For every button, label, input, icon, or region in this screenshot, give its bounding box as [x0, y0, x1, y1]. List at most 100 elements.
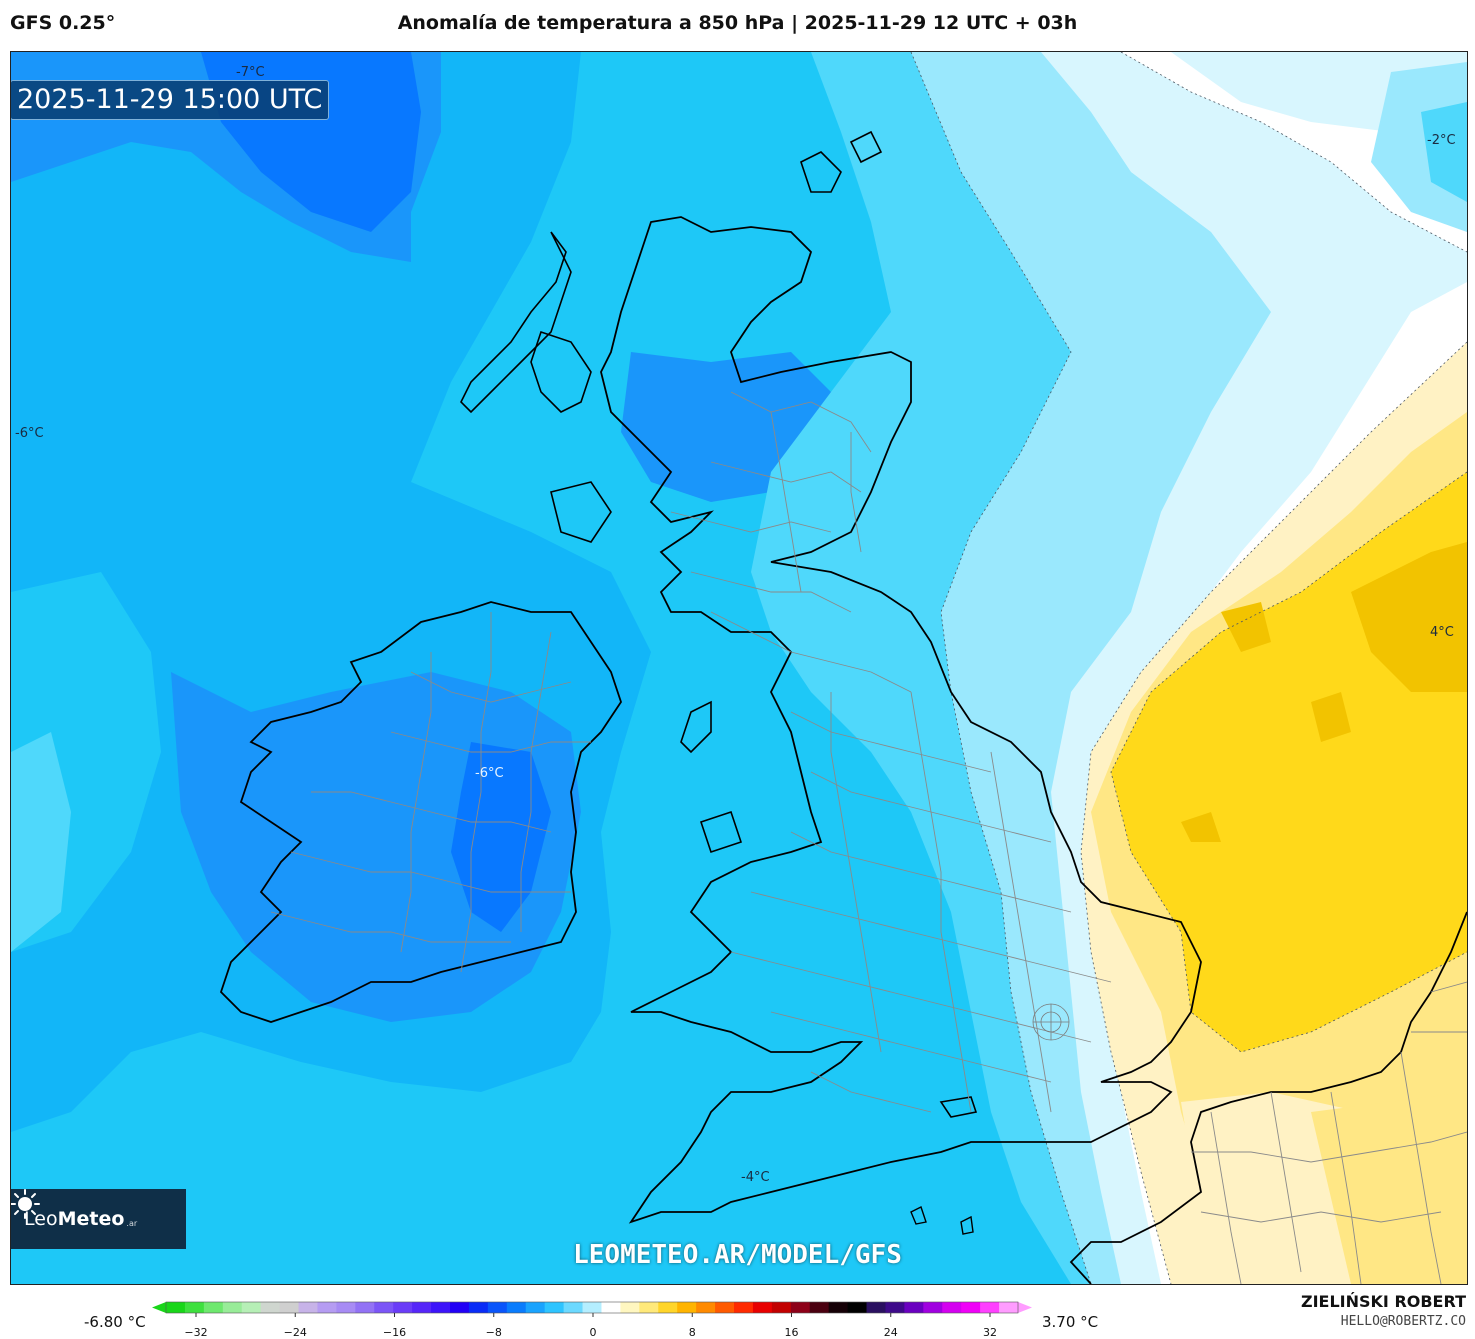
- color-scale-step: [298, 1302, 318, 1313]
- color-scale-step: [260, 1302, 281, 1313]
- color-scale-step: [809, 1302, 830, 1313]
- scale-tick-label: 24: [883, 1326, 898, 1339]
- scale-tick-label: −8: [485, 1326, 502, 1339]
- coastline-great-britain: [600, 216, 1202, 1224]
- color-scale-step: [980, 1302, 1000, 1313]
- color-scale-step: [412, 1302, 432, 1313]
- color-scale-step: [393, 1302, 413, 1313]
- color-scale-step: [374, 1302, 394, 1313]
- author-name: ZIELIŃSKI ROBERT: [1300, 1292, 1466, 1311]
- color-scale: [152, 1301, 1032, 1317]
- color-scale-step: [923, 1302, 943, 1313]
- author-credit: ZIELIŃSKI ROBERT HELLO@ROBERTZ.CO: [1301, 1292, 1466, 1329]
- color-scale-step: [184, 1302, 205, 1313]
- color-scale-step: [658, 1302, 678, 1313]
- field-minus2-north: [1371, 62, 1467, 232]
- color-scale-step: [355, 1302, 375, 1313]
- sun-icon: [11, 1189, 40, 1219]
- coastline-continent: [1069, 911, 1467, 1284]
- color-scale-step: [525, 1302, 546, 1313]
- color-scale-frame: [165, 1301, 1019, 1314]
- scale-tick-label: 32: [983, 1326, 997, 1339]
- color-scale-step: [166, 1302, 186, 1313]
- color-scale-step: [431, 1302, 451, 1313]
- color-scale-step: [620, 1302, 640, 1313]
- coastline-orkney: [800, 130, 883, 193]
- scale-tick-label: −24: [283, 1326, 307, 1339]
- model-url-watermark: LEOMETEO.AR/MODEL/GFS: [573, 1240, 902, 1270]
- color-scale-step: [601, 1302, 621, 1313]
- color-scale-step: [279, 1302, 300, 1313]
- contour-label: -6°C: [15, 426, 44, 441]
- brand-tld: .ar: [126, 1218, 138, 1228]
- coastline-outer-hebrides: [460, 231, 572, 414]
- color-scale-step: [506, 1302, 527, 1313]
- field-plus2-south: [1311, 1092, 1467, 1284]
- color-scale-step: [866, 1302, 886, 1313]
- color-scale-step: [715, 1302, 735, 1313]
- contour-label: -2°C: [1427, 133, 1456, 148]
- color-scale-step: [942, 1302, 962, 1313]
- color-scale-step: [222, 1302, 243, 1313]
- color-scale-step: [696, 1302, 716, 1313]
- coastline-skye: [530, 330, 592, 413]
- field-plus4-b: [1221, 602, 1271, 652]
- color-scale-step: [468, 1302, 489, 1313]
- coastline-mull: [550, 481, 612, 543]
- valid-time-badge: 2025-11-29 15:00 UTC: [11, 80, 330, 120]
- scale-tick-label: 0: [589, 1326, 597, 1339]
- anomaly-map: [11, 52, 1467, 1284]
- london-boroughs: [1032, 1003, 1070, 1041]
- color-scale-step: [961, 1302, 981, 1313]
- color-scale-step: [828, 1302, 849, 1313]
- color-scale-step: [336, 1302, 356, 1313]
- contour-lines: [910, 52, 1467, 1284]
- color-scale-step: [203, 1302, 224, 1313]
- color-scale-step: [241, 1302, 262, 1313]
- color-scale-step: [563, 1302, 584, 1313]
- scale-max-label: 3.70 °C: [1042, 1313, 1099, 1331]
- field-minus3-north: [1421, 102, 1467, 202]
- contour-label: -6°C: [475, 766, 504, 781]
- field-minus3-west: [11, 732, 71, 952]
- contour-label: 4°C: [1430, 625, 1454, 640]
- coastline-isle-of-man: [680, 700, 712, 754]
- color-scale-min-arrow: [152, 1302, 166, 1313]
- map-title: Anomalía de temperatura a 850 hPa | 2025…: [397, 12, 1078, 34]
- admin-borders: [270, 391, 1467, 1284]
- contour-label: -4°C: [741, 1170, 770, 1185]
- color-scale-max-arrow: [1018, 1302, 1032, 1313]
- color-scale-step: [734, 1302, 754, 1313]
- coastline-anglesey: [699, 810, 743, 854]
- color-scale-step: [847, 1302, 868, 1313]
- brand-name: LeoMeteo: [24, 1208, 125, 1230]
- color-scale-step: [544, 1302, 565, 1313]
- color-scale-step: [317, 1302, 337, 1313]
- field-plus4-a: [1351, 542, 1467, 692]
- color-scale-step: [639, 1302, 659, 1313]
- color-scale-step: [752, 1302, 773, 1313]
- field-minus7-ireland: [451, 742, 551, 932]
- field-plus4-c: [1311, 692, 1351, 742]
- color-scale-step: [999, 1302, 1019, 1313]
- coastline-isle-of-wight: [939, 1096, 978, 1118]
- color-scale-step: [904, 1302, 924, 1313]
- color-scale-step: [582, 1302, 602, 1313]
- coastline-channel-islands: [910, 1206, 974, 1235]
- scale-tick-label: −16: [382, 1326, 407, 1339]
- scale-tick-label: 16: [784, 1326, 799, 1339]
- coastline-ireland: [219, 601, 622, 1023]
- author-email: HELLO@ROBERTZ.CO: [1340, 1314, 1466, 1329]
- contour-label: -7°C: [236, 65, 265, 80]
- scale-tick-label: −32: [184, 1326, 208, 1339]
- scale-tick-label: 8: [688, 1326, 696, 1339]
- model-label: GFS 0.25°: [10, 12, 116, 34]
- color-scale-step: [487, 1302, 508, 1313]
- color-scale-step: [677, 1302, 697, 1313]
- color-scale-step: [885, 1302, 905, 1313]
- color-scale-step: [450, 1302, 470, 1313]
- leometeo-logo[interactable]: LeoMeteo .ar: [11, 1189, 186, 1249]
- color-scale-step: [771, 1302, 792, 1313]
- map-area[interactable]: 2025-11-29 15:00 UTC -7°C -6°C -6°C -2°C…: [10, 51, 1468, 1285]
- scale-min-label: -6.80 °C: [84, 1313, 146, 1331]
